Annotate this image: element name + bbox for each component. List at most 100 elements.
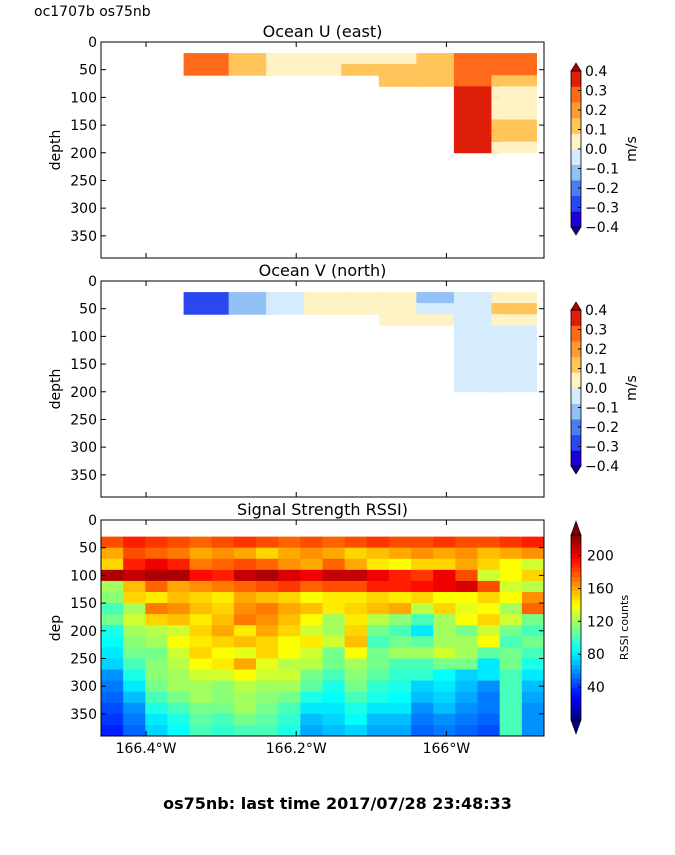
colorbar-segment bbox=[571, 710, 581, 716]
velocity-cell bbox=[453, 369, 500, 382]
rssi-cell bbox=[388, 603, 412, 615]
rssi-cell bbox=[278, 625, 301, 637]
rssi-cell bbox=[189, 713, 213, 726]
rssi-cell bbox=[388, 647, 412, 659]
rssi-cell bbox=[322, 724, 346, 737]
colorbar-segment bbox=[571, 659, 581, 665]
velocity-cell bbox=[303, 64, 350, 76]
y-tick-label: 200 bbox=[70, 624, 97, 640]
y-tick-label: 350 bbox=[70, 707, 97, 723]
rssi-cell bbox=[145, 724, 168, 737]
rssi-cell bbox=[388, 636, 412, 648]
rssi-cell bbox=[189, 569, 213, 582]
colorbar-segment bbox=[571, 180, 581, 197]
rssi-cell bbox=[233, 536, 257, 549]
rssi-cell bbox=[411, 614, 434, 626]
y-tick-label: 0 bbox=[88, 274, 97, 290]
velocity-cell bbox=[453, 75, 500, 87]
rssi-cell bbox=[189, 658, 213, 671]
rssi-cell bbox=[455, 680, 479, 693]
rssi-cell bbox=[388, 547, 412, 560]
rssi-cell bbox=[499, 580, 523, 593]
rssi-cell bbox=[411, 625, 434, 637]
rssi-cell bbox=[499, 647, 523, 659]
rssi-cell bbox=[388, 669, 412, 682]
rssi-cell bbox=[278, 536, 301, 549]
rssi-cell bbox=[101, 569, 124, 582]
colorbar-segment bbox=[571, 71, 581, 87]
rssi-cell bbox=[256, 702, 279, 715]
rssi-cell bbox=[344, 636, 368, 648]
rssi-cell bbox=[211, 713, 235, 726]
rssi-cell bbox=[477, 569, 501, 582]
velocity-cell bbox=[266, 292, 312, 304]
y-tick-label: 300 bbox=[70, 440, 97, 456]
rssi-cell bbox=[477, 669, 501, 682]
colorbar-segment bbox=[571, 544, 581, 550]
rssi-cell bbox=[233, 691, 257, 704]
colorbar-segment bbox=[571, 585, 581, 591]
rssi-cell bbox=[499, 713, 523, 726]
colorbar-segment bbox=[571, 590, 581, 596]
velocity-cell bbox=[453, 64, 500, 76]
colorbar-segment bbox=[571, 548, 581, 554]
rssi-cell bbox=[300, 658, 323, 671]
velocity-cell bbox=[378, 314, 425, 326]
rssi-cell bbox=[101, 680, 124, 693]
rssi-cell bbox=[521, 669, 545, 682]
colorbar-segment bbox=[571, 419, 581, 436]
velocity-cell bbox=[453, 119, 500, 132]
velocity-cell bbox=[453, 86, 500, 98]
rssi-cell bbox=[433, 669, 456, 682]
rssi-cell bbox=[322, 625, 346, 637]
rssi-cell bbox=[278, 702, 301, 715]
velocity-cell bbox=[453, 292, 500, 304]
velocity-cell bbox=[378, 292, 425, 304]
plot-frame bbox=[100, 519, 545, 737]
rssi-cell bbox=[433, 658, 456, 671]
rssi-cell bbox=[433, 547, 456, 560]
rssi-cell bbox=[278, 669, 301, 682]
velocity-cell bbox=[378, 64, 425, 76]
velocity-cell bbox=[453, 314, 500, 326]
rssi-cell bbox=[411, 713, 434, 726]
colorbar-segment bbox=[571, 535, 581, 541]
rssi-cell bbox=[101, 724, 124, 737]
rssi-cell bbox=[233, 603, 257, 615]
rssi-cell bbox=[322, 614, 346, 626]
y-tick-label: 300 bbox=[70, 201, 97, 217]
rssi-cell bbox=[256, 669, 279, 682]
y-tick-label: 350 bbox=[70, 468, 97, 484]
colorbar-segment bbox=[571, 595, 581, 601]
rssi-cell bbox=[101, 625, 124, 637]
rssi-cell bbox=[366, 647, 390, 659]
rssi-cell bbox=[101, 547, 124, 560]
velocity-cell bbox=[453, 380, 500, 393]
velocity-cell bbox=[453, 325, 500, 337]
rssi-cell bbox=[189, 724, 213, 737]
rssi-cell bbox=[101, 658, 124, 671]
rssi-cell bbox=[101, 647, 124, 659]
rssi-cell bbox=[521, 691, 545, 704]
rssi-cell bbox=[101, 636, 124, 648]
rssi-cell bbox=[101, 702, 124, 715]
colorbar-tick-label: 0.0 bbox=[585, 142, 607, 158]
rssi-cell bbox=[256, 614, 279, 626]
colorbar-segment bbox=[571, 678, 581, 684]
rssi-cell bbox=[322, 647, 346, 659]
rssi-cell bbox=[256, 536, 279, 549]
colorbar-segment bbox=[571, 655, 581, 661]
x-tick-label: 166.4°W bbox=[116, 741, 177, 757]
rssi-cell bbox=[278, 636, 301, 648]
rssi-cell bbox=[322, 558, 346, 571]
rssi-cell bbox=[101, 536, 124, 549]
rssi-cell bbox=[278, 547, 301, 560]
rssi-cell bbox=[256, 647, 279, 659]
colorbar-tick-label: 0.4 bbox=[585, 64, 607, 80]
rssi-cell bbox=[433, 713, 456, 726]
colorbar-tick-label: −0.4 bbox=[585, 220, 619, 236]
rssi-cell bbox=[411, 592, 434, 604]
rssi-cell bbox=[145, 691, 168, 704]
rssi-cell bbox=[123, 547, 146, 560]
velocity-cell bbox=[491, 53, 537, 65]
